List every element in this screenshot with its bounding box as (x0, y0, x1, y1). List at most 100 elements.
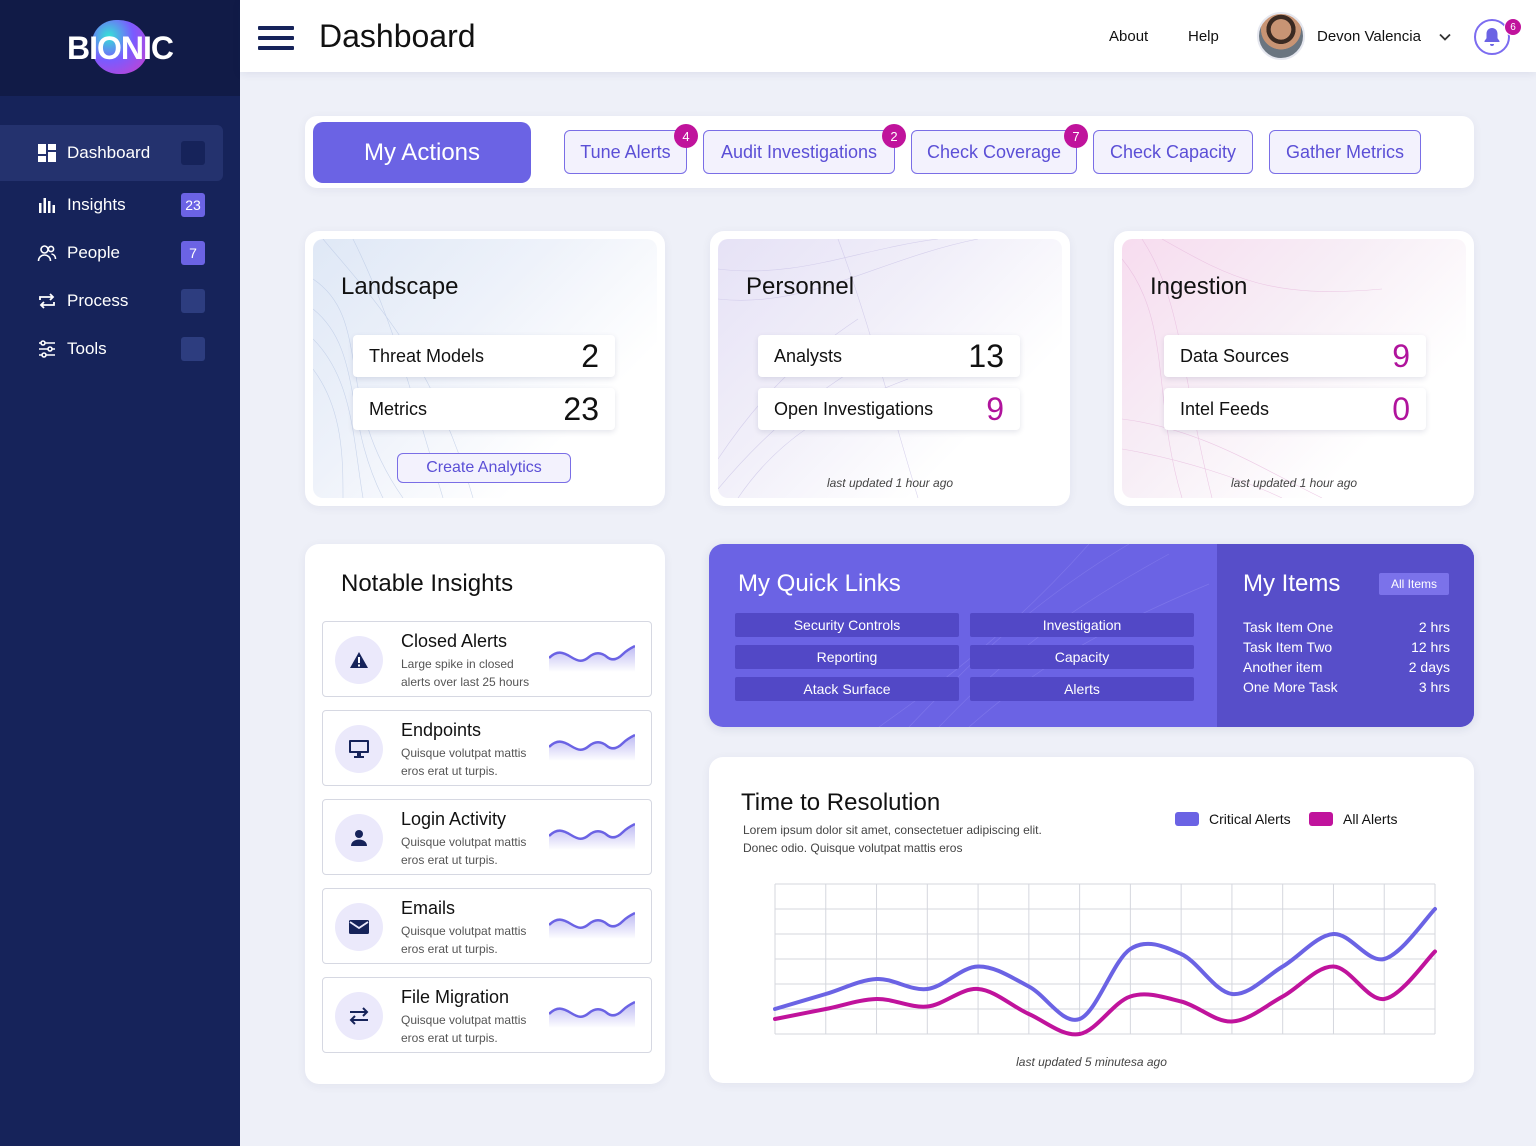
link-capacity[interactable]: Capacity (970, 645, 1194, 669)
warning-icon (335, 636, 383, 684)
insight-name: File Migration (401, 987, 510, 1007)
sidebar-item-insights[interactable]: Insights 23 (0, 181, 240, 229)
list-item[interactable]: Task Item Two 12 hrs (1243, 639, 1450, 655)
logo-blob (92, 20, 148, 74)
stat-value: 9 (986, 390, 1004, 427)
stat-label: Metrics (369, 398, 427, 419)
insight-desc: Quisque volutpat mattis eros erat ut tur… (401, 746, 527, 778)
sparkline (549, 911, 635, 939)
insight-desc: Quisque volutpat mattis eros erat ut tur… (401, 924, 527, 956)
notification-button[interactable] (1474, 19, 1510, 55)
action-badge: 4 (674, 124, 698, 148)
item-name: Task Item One (1243, 619, 1334, 635)
sliders-icon (37, 339, 57, 359)
card-background: Personnel Analysts 13 Open Investigation… (718, 239, 1062, 498)
insight-name: Closed Alerts (401, 631, 508, 651)
page-title: Dashboard (319, 18, 476, 54)
insight-closed-alerts[interactable]: Closed Alerts Large spike in closed aler… (322, 621, 652, 697)
avatar[interactable] (1257, 12, 1305, 60)
sidebar-item-tools[interactable]: Tools (0, 325, 240, 373)
item-time: 3 hrs (1418, 679, 1450, 695)
insight-name: Endpoints (401, 720, 482, 740)
stat-value: 2 (581, 337, 599, 374)
stat-metrics: Metrics 23 (353, 388, 615, 430)
landscape-card: Landscape Threat Models 2 Metrics 23 Cre… (305, 231, 665, 506)
sidebar-item-label: Tools (67, 339, 107, 358)
card-background: Ingestion Data Sources 9 Intel Feeds 0 l… (1122, 239, 1466, 498)
chart-title: Time to Resolution (741, 789, 941, 816)
mail-icon (335, 903, 383, 951)
sidebar-item-people[interactable]: People 7 (0, 229, 240, 277)
quick-links-panel: My Quick Links Security Controls Investi… (709, 544, 1474, 727)
stat-threat-models: Threat Models 2 (353, 335, 615, 377)
stat-value: 9 (1392, 337, 1410, 374)
list-item[interactable]: Task Item One 2 hrs (1243, 619, 1450, 635)
monitor-icon (335, 725, 383, 773)
last-updated: last updated 1 hour ago (1230, 476, 1358, 490)
insight-login-activity[interactable]: Login Activity Quisque volutpat mattis e… (322, 799, 652, 875)
chevron-down-icon[interactable] (1438, 30, 1452, 44)
legend-all-alerts: All Alerts (1309, 811, 1397, 827)
notification-badge: 6 (1504, 18, 1522, 36)
check-coverage-button[interactable]: Check Coverage 7 (911, 124, 1088, 174)
link-attack-surface[interactable]: Atack Surface (735, 677, 959, 701)
notable-insights-card: Notable Insights Closed Alerts Large spi… (305, 544, 665, 1084)
stat-value: 23 (563, 390, 599, 427)
logo[interactable]: BIONIC (0, 0, 240, 96)
insight-desc: Quisque volutpat mattis eros erat ut tur… (401, 1013, 527, 1045)
item-name: Task Item Two (1243, 639, 1333, 655)
sidebar-item-dashboard[interactable]: Dashboard (0, 125, 223, 181)
card-title: Personnel (746, 273, 855, 300)
stat-analysts: Analysts 13 (758, 335, 1020, 377)
about-link[interactable]: About (1109, 28, 1149, 45)
ingestion-card: Ingestion Data Sources 9 Intel Feeds 0 l… (1114, 231, 1474, 506)
card-title: Landscape (341, 273, 459, 300)
link-security-controls[interactable]: Security Controls (735, 613, 959, 637)
all-items-button[interactable]: All Items (1379, 573, 1449, 595)
insight-endpoints[interactable]: Endpoints Quisque volutpat mattis eros e… (322, 710, 652, 786)
insight-emails[interactable]: Emails Quisque volutpat mattis eros erat… (322, 888, 652, 964)
audit-investigations-button[interactable]: Audit Investigations 2 (703, 124, 906, 174)
stat-label: Open Investigations (774, 398, 934, 419)
my-actions-button[interactable]: My Actions (313, 122, 531, 183)
tune-alerts-button[interactable]: Tune Alerts 4 (564, 124, 698, 174)
list-item[interactable]: Another item 2 days (1243, 659, 1450, 675)
sidebar-item-label: Insights (67, 195, 126, 214)
chart-description: Lorem ipsum dolor sit amet, consectetuer… (743, 823, 1042, 855)
user-name[interactable]: Devon Valencia (1317, 28, 1421, 45)
stat-intel-feeds: Intel Feeds 0 (1164, 388, 1426, 430)
menu-icon[interactable] (258, 26, 294, 50)
sparkline (549, 733, 635, 761)
link-investigation[interactable]: Investigation (970, 613, 1194, 637)
item-time: 2 hrs (1418, 619, 1450, 635)
insight-desc: Quisque volutpat mattis eros erat ut tur… (401, 835, 527, 867)
check-capacity-button[interactable]: Check Capacity (1093, 130, 1253, 174)
quick-links: My Quick Links Security Controls Investi… (709, 544, 1217, 727)
my-items: My Items All Items Task Item One 2 hrs Ta… (1217, 544, 1474, 727)
sparkline (549, 822, 635, 850)
link-reporting[interactable]: Reporting (735, 645, 959, 669)
action-badge: 7 (1064, 124, 1088, 148)
sidebar-badge (181, 289, 205, 313)
link-alerts[interactable]: Alerts (970, 677, 1194, 701)
stat-value: 0 (1392, 390, 1410, 427)
sidebar-badge (181, 337, 205, 361)
sidebar-item-process[interactable]: Process (0, 277, 240, 325)
repeat-icon (37, 291, 57, 311)
action-label: Audit Investigations (720, 141, 878, 162)
logo-text: BIONIC (67, 29, 174, 66)
help-link[interactable]: Help (1188, 28, 1219, 45)
actions-bar: My Actions Tune Alerts 4 Audit Investiga… (305, 116, 1474, 188)
list-item[interactable]: One More Task 3 hrs (1243, 679, 1450, 695)
last-updated: last updated 1 hour ago (826, 476, 954, 490)
sidebar-item-label: People (67, 243, 120, 262)
action-badge: 2 (882, 124, 906, 148)
stat-value: 13 (968, 337, 1004, 374)
user-icon (335, 814, 383, 862)
legend-critical-alerts: Critical Alerts (1175, 811, 1291, 827)
insight-file-migration[interactable]: File Migration Quisque volutpat mattis e… (322, 977, 652, 1053)
gather-metrics-button[interactable]: Gather Metrics (1269, 130, 1421, 174)
card-title: Notable Insights (341, 570, 514, 597)
stat-data-sources: Data Sources 9 (1164, 335, 1426, 377)
create-analytics-button[interactable]: Create Analytics (397, 453, 571, 483)
